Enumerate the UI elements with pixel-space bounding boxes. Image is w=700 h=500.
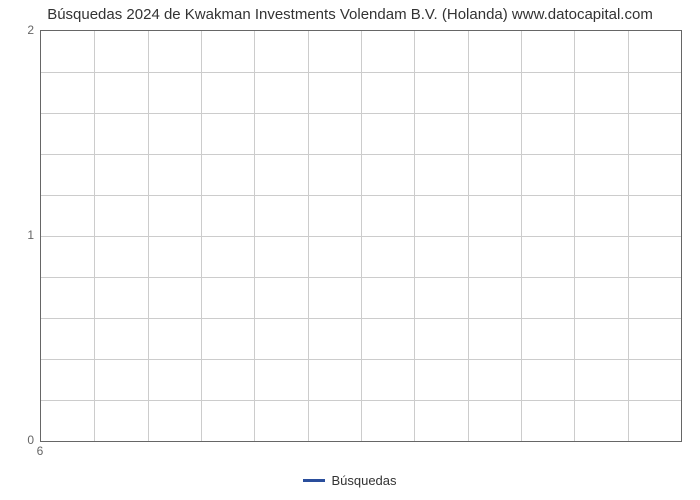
chart-title: Búsquedas 2024 de Kwakman Investments Vo…: [0, 6, 700, 23]
gridline-horizontal: [41, 113, 681, 114]
y-tick-label: 1: [10, 228, 34, 242]
gridline-horizontal: [41, 318, 681, 319]
chart-container: Búsquedas 2024 de Kwakman Investments Vo…: [0, 0, 700, 500]
legend-label: Búsquedas: [331, 473, 396, 488]
y-tick-label: 0: [10, 433, 34, 447]
gridline-horizontal: [41, 72, 681, 73]
gridline-horizontal: [41, 277, 681, 278]
gridline-horizontal: [41, 236, 681, 237]
plot-area: [40, 30, 682, 442]
y-tick-label: 2: [10, 23, 34, 37]
legend-line-icon: [303, 479, 325, 482]
legend: Búsquedas: [0, 472, 700, 488]
gridline-horizontal: [41, 154, 681, 155]
gridline-horizontal: [41, 400, 681, 401]
x-tick-label: 6: [37, 444, 44, 458]
gridline-horizontal: [41, 195, 681, 196]
gridline-horizontal: [41, 359, 681, 360]
